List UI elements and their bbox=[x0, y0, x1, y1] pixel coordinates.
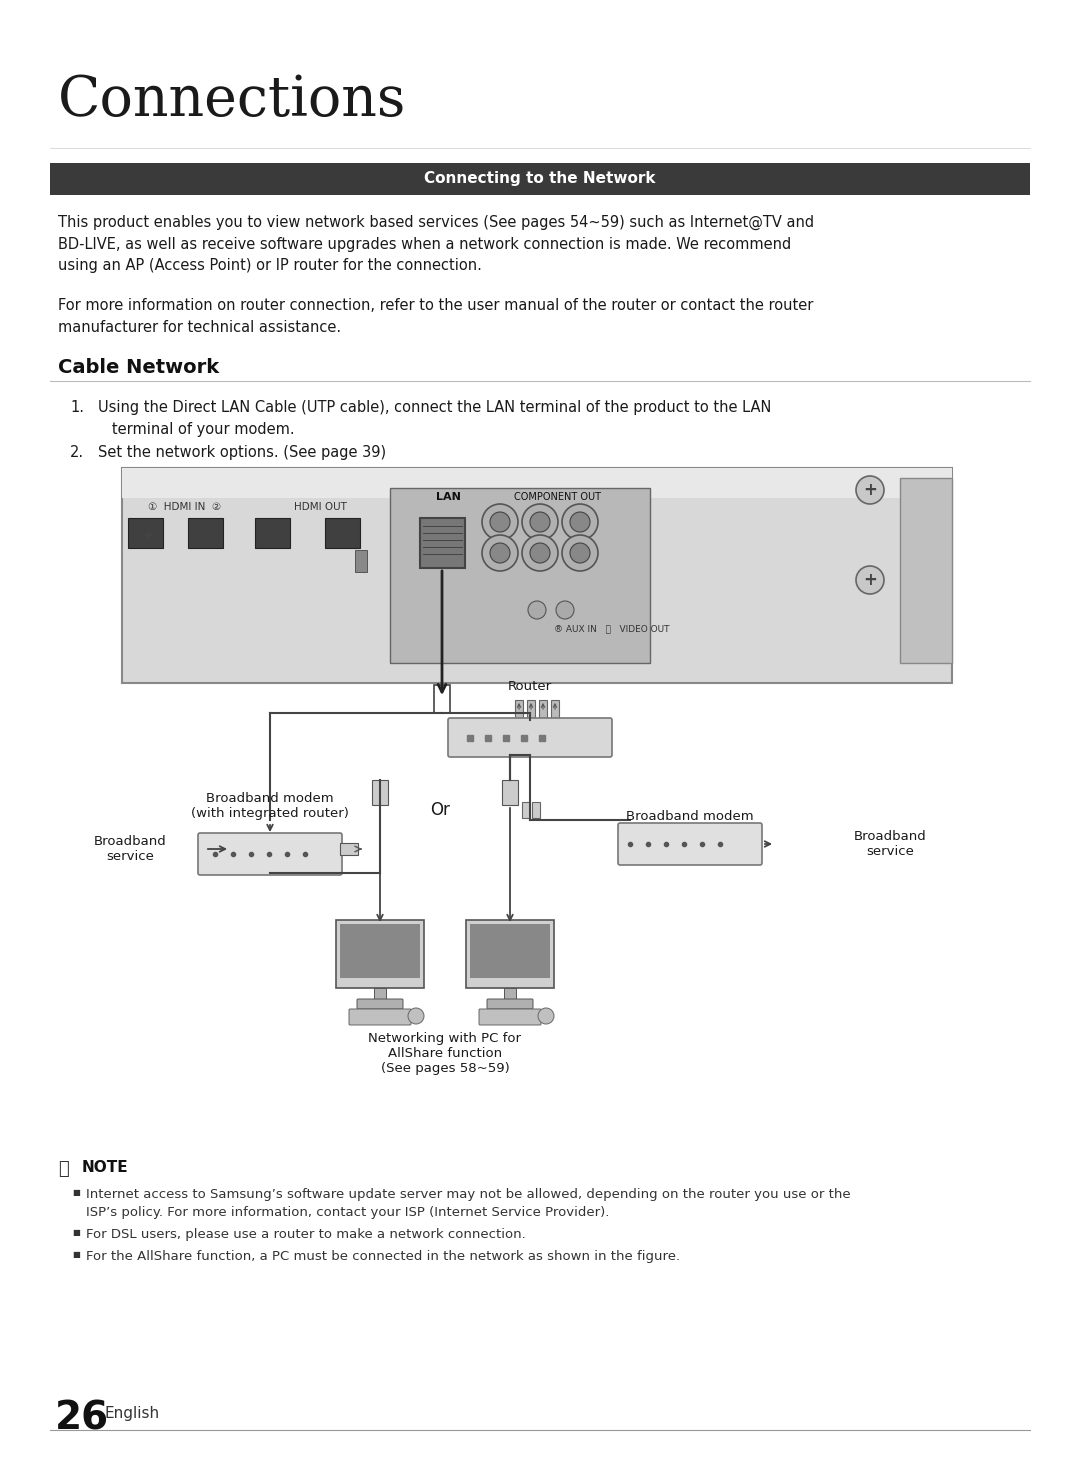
Text: 📝: 📝 bbox=[58, 1160, 69, 1177]
Text: Broadband
service: Broadband service bbox=[94, 836, 166, 864]
Text: ® AUX IN   Ⓛ   VIDEO OUT: ® AUX IN Ⓛ VIDEO OUT bbox=[554, 624, 670, 633]
Circle shape bbox=[482, 535, 518, 571]
Bar bbox=[539, 700, 546, 717]
FancyBboxPatch shape bbox=[198, 833, 342, 876]
Text: ■: ■ bbox=[72, 1250, 80, 1259]
FancyBboxPatch shape bbox=[336, 920, 424, 988]
FancyBboxPatch shape bbox=[390, 488, 650, 663]
Text: LAN: LAN bbox=[435, 493, 460, 501]
FancyBboxPatch shape bbox=[188, 518, 222, 549]
Text: 2.: 2. bbox=[70, 445, 84, 460]
Text: This product enables you to view network based services (See pages 54~59) such a: This product enables you to view network… bbox=[58, 214, 814, 274]
Bar bbox=[355, 550, 367, 572]
Bar bbox=[372, 779, 388, 805]
Circle shape bbox=[856, 566, 885, 595]
Bar bbox=[502, 779, 518, 805]
Circle shape bbox=[570, 543, 590, 563]
Text: Connections: Connections bbox=[58, 74, 406, 129]
Text: For more information on router connection, refer to the user manual of the route: For more information on router connectio… bbox=[58, 297, 813, 334]
Text: +: + bbox=[143, 528, 153, 541]
FancyBboxPatch shape bbox=[900, 478, 951, 663]
FancyBboxPatch shape bbox=[420, 518, 465, 568]
Text: +: + bbox=[863, 481, 877, 498]
Bar bbox=[532, 802, 540, 818]
Circle shape bbox=[522, 504, 558, 540]
Circle shape bbox=[530, 512, 550, 532]
Text: 1.: 1. bbox=[70, 399, 84, 416]
Text: NOTE: NOTE bbox=[82, 1160, 129, 1174]
Circle shape bbox=[522, 535, 558, 571]
FancyBboxPatch shape bbox=[465, 920, 554, 988]
Bar bbox=[522, 802, 530, 818]
Text: Internet access to Samsung’s software update server may not be allowed, dependin: Internet access to Samsung’s software up… bbox=[86, 1188, 851, 1219]
Bar bbox=[515, 700, 523, 717]
Text: COMPONENT OUT: COMPONENT OUT bbox=[513, 493, 600, 501]
Bar bbox=[340, 924, 420, 978]
Circle shape bbox=[136, 524, 160, 547]
Circle shape bbox=[528, 600, 546, 620]
FancyBboxPatch shape bbox=[618, 822, 762, 865]
Text: English: English bbox=[105, 1407, 160, 1421]
FancyBboxPatch shape bbox=[129, 518, 163, 549]
FancyBboxPatch shape bbox=[480, 1009, 541, 1025]
Text: Networking with PC for
AllShare function
(See pages 58~59): Networking with PC for AllShare function… bbox=[368, 1032, 522, 1075]
Text: Cable Network: Cable Network bbox=[58, 358, 219, 377]
Text: ①  HDMI IN  ②: ① HDMI IN ② bbox=[148, 501, 221, 512]
Circle shape bbox=[482, 504, 518, 540]
Bar bbox=[504, 988, 516, 1000]
FancyBboxPatch shape bbox=[487, 998, 534, 1009]
Text: 26: 26 bbox=[55, 1401, 109, 1438]
Text: For the AllShare function, a PC must be connected in the network as shown in the: For the AllShare function, a PC must be … bbox=[86, 1250, 680, 1263]
FancyBboxPatch shape bbox=[349, 1009, 411, 1025]
Circle shape bbox=[490, 512, 510, 532]
FancyBboxPatch shape bbox=[357, 998, 403, 1009]
Circle shape bbox=[408, 1009, 424, 1023]
Text: For DSL users, please use a router to make a network connection.: For DSL users, please use a router to ma… bbox=[86, 1228, 526, 1241]
Circle shape bbox=[570, 512, 590, 532]
Text: Router: Router bbox=[508, 680, 552, 694]
Text: Set the network options. (See page 39): Set the network options. (See page 39) bbox=[98, 445, 387, 460]
FancyBboxPatch shape bbox=[122, 467, 951, 683]
Bar bbox=[374, 988, 386, 1000]
FancyBboxPatch shape bbox=[325, 518, 360, 549]
Circle shape bbox=[856, 476, 885, 504]
Text: ■: ■ bbox=[72, 1188, 80, 1197]
FancyBboxPatch shape bbox=[255, 518, 291, 549]
Circle shape bbox=[562, 535, 598, 571]
Text: Broadband modem: Broadband modem bbox=[626, 810, 754, 822]
Text: Broadband
service: Broadband service bbox=[853, 830, 927, 858]
Text: HDMI OUT: HDMI OUT bbox=[294, 501, 347, 512]
Circle shape bbox=[538, 1009, 554, 1023]
Circle shape bbox=[490, 543, 510, 563]
Bar bbox=[122, 467, 951, 498]
Bar bbox=[470, 924, 550, 978]
Text: Using the Direct LAN Cable (UTP cable), connect the LAN terminal of the product : Using the Direct LAN Cable (UTP cable), … bbox=[98, 399, 771, 436]
Bar bbox=[340, 843, 357, 855]
Text: ■: ■ bbox=[72, 1228, 80, 1236]
Bar bbox=[434, 685, 450, 713]
Text: Connecting to the Network: Connecting to the Network bbox=[424, 172, 656, 186]
Circle shape bbox=[556, 600, 573, 620]
Text: +: + bbox=[863, 571, 877, 589]
Text: Or: Or bbox=[430, 802, 450, 819]
Circle shape bbox=[562, 504, 598, 540]
Text: Broadband modem
(with integrated router): Broadband modem (with integrated router) bbox=[191, 791, 349, 819]
Bar bbox=[50, 163, 1030, 195]
Bar bbox=[551, 700, 559, 717]
Bar bbox=[527, 700, 535, 717]
FancyBboxPatch shape bbox=[448, 717, 612, 757]
Circle shape bbox=[530, 543, 550, 563]
